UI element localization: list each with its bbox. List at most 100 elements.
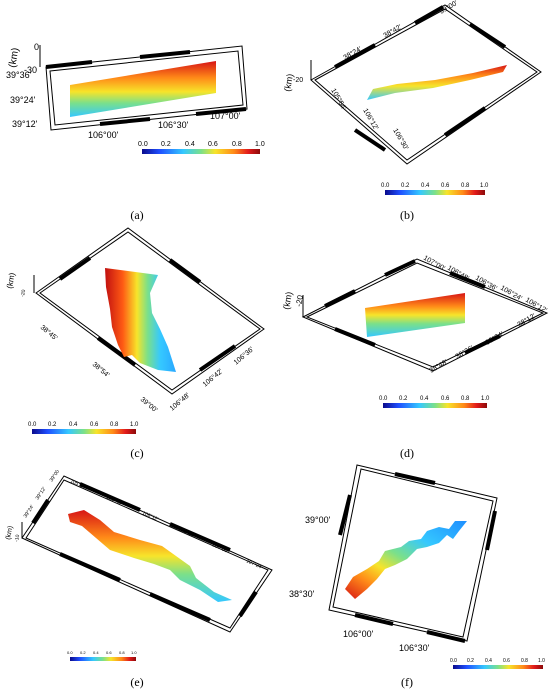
colorbar-tick: 0.8	[232, 141, 242, 148]
lon-tick: 106°36'	[177, 526, 195, 538]
fault-plane	[367, 65, 507, 100]
lat-tick: 39°00'	[49, 470, 62, 483]
frame-tick	[443, 106, 487, 137]
frame-tick	[96, 336, 137, 367]
colorbar-tick: 0.4	[421, 183, 430, 189]
colorbar-tick: 0.4	[420, 396, 429, 402]
fault-plane	[105, 268, 176, 372]
frame-tick	[59, 552, 121, 582]
frame-tick	[468, 22, 507, 49]
z-tick: -10	[14, 534, 21, 542]
lon-tick: 106°30'	[158, 120, 189, 130]
lat-tick: 39°36'	[6, 70, 32, 80]
colorbar-tick: 0.0	[138, 141, 148, 148]
colorbar-tick: 0.2	[467, 658, 474, 664]
map-frame-outer	[301, 258, 549, 372]
frame-tick	[485, 510, 497, 551]
lon-tick: 106°00'	[343, 629, 374, 639]
colorbar-tick: 0.0	[381, 183, 390, 189]
lat-tick: 38°45'	[39, 323, 59, 342]
caption-a: (a)	[130, 208, 144, 222]
lat-tick: 39°00'	[139, 395, 159, 414]
frame-tick	[31, 498, 50, 525]
frame-tick	[394, 472, 436, 485]
caption-d: (d)	[400, 446, 414, 460]
colorbar	[70, 657, 136, 661]
colorbar	[453, 665, 543, 669]
colorbar-tick: 0.8	[119, 650, 125, 655]
map-frame-outer	[310, 4, 542, 165]
frame-tick	[384, 259, 416, 277]
z-axis-label: (km)	[5, 525, 14, 540]
colorbar-tick: 0.8	[110, 422, 119, 428]
z-axis-label: (km)	[7, 47, 21, 69]
panel-d: (km) -20 107°00' 106°48' 106°36' 106°24'…	[281, 254, 549, 408]
lon-tick: 106°12'	[141, 510, 159, 522]
colorbar-tick: 0.2	[401, 183, 410, 189]
panel-c: (km) -20 38°45' 38°54' 39°00' 106°48' 10…	[5, 227, 265, 434]
colorbar-tick: 0.4	[93, 650, 99, 655]
z-axis-label: (km)	[282, 73, 295, 92]
lat-tick: 39°12'	[12, 119, 38, 129]
lon-tick: 105°48'	[105, 494, 123, 506]
colorbar-tick: 0.0	[28, 422, 37, 428]
colorbar	[142, 149, 260, 154]
colorbar	[383, 403, 487, 408]
colorbar-tick: 0.4	[69, 422, 78, 428]
lon-tick: 107°24'	[245, 558, 263, 570]
frame-tick	[238, 590, 258, 618]
z-tick: 0	[34, 42, 39, 52]
caption-b: (b)	[400, 208, 414, 222]
frame-tick	[426, 630, 466, 643]
z-axis-label: (km)	[281, 291, 294, 310]
colorbar-tick: 0.6	[441, 183, 450, 189]
colorbar-tick: 0.6	[208, 141, 218, 148]
lat-tick: 38°48'	[428, 358, 449, 375]
frame-tick	[324, 289, 356, 308]
frame-tick	[334, 327, 376, 347]
panel-f: 39°00' 38°30' 106°00' 106°30' 0.0 0.2 0.…	[289, 464, 545, 669]
colorbar-tick: 1.0	[131, 650, 137, 655]
lat-tick: 39°12'	[35, 486, 48, 501]
map-frame	[332, 468, 494, 638]
z-tick: -20	[293, 77, 303, 84]
lon-tick: 106°30'	[391, 127, 410, 151]
colorbar-tick: 1.0	[538, 658, 545, 664]
frame-tick	[334, 43, 376, 69]
z-axis-label: (km)	[5, 272, 17, 290]
frame-tick	[449, 271, 486, 289]
map-frame	[314, 8, 538, 161]
panel-b: (km) -20 39°00' 38°42' 38°24' 105°54' 10…	[282, 0, 542, 195]
colorbar-tick: 0.2	[161, 141, 171, 148]
fault-plane	[70, 61, 216, 117]
frame-tick	[58, 256, 92, 281]
frame-tick	[99, 117, 151, 126]
frame-tick	[354, 613, 394, 626]
lon-tick: 106°30'	[399, 643, 430, 653]
colorbar-tick: 0.4	[185, 141, 195, 148]
colorbar-tick: 0.6	[90, 422, 99, 428]
colorbar-tick: 0.6	[503, 658, 510, 664]
frame-tick	[464, 334, 501, 355]
fault-plane	[68, 510, 232, 602]
lat-tick: 39°00'	[438, 0, 459, 16]
colorbar-tick: 0.0	[379, 396, 388, 402]
colorbar-tick: 0.4	[485, 658, 492, 664]
frame-tick	[168, 258, 202, 284]
colorbar	[32, 429, 136, 434]
colorbar-tick: 1.0	[480, 183, 489, 189]
z-tick: -20	[20, 289, 27, 297]
colorbar-tick: 1.0	[130, 422, 139, 428]
colorbar-tick: 0.8	[461, 396, 470, 402]
colorbar-tick: 0.0	[67, 650, 73, 655]
lon-tick: 106°36'	[232, 345, 255, 366]
fault-plane	[345, 521, 467, 599]
colorbar-tick: 0.2	[80, 650, 86, 655]
lon-tick: 107°00'	[211, 542, 229, 554]
frame-tick	[338, 494, 352, 536]
caption-c: (c)	[130, 446, 144, 460]
map-frame	[305, 262, 545, 368]
z-tick: -30	[24, 65, 37, 75]
caption-f: (f)	[401, 675, 413, 689]
panel-a: (km) 0 -30 39°36' 39°24' 39°12' 106°00' …	[6, 42, 265, 154]
